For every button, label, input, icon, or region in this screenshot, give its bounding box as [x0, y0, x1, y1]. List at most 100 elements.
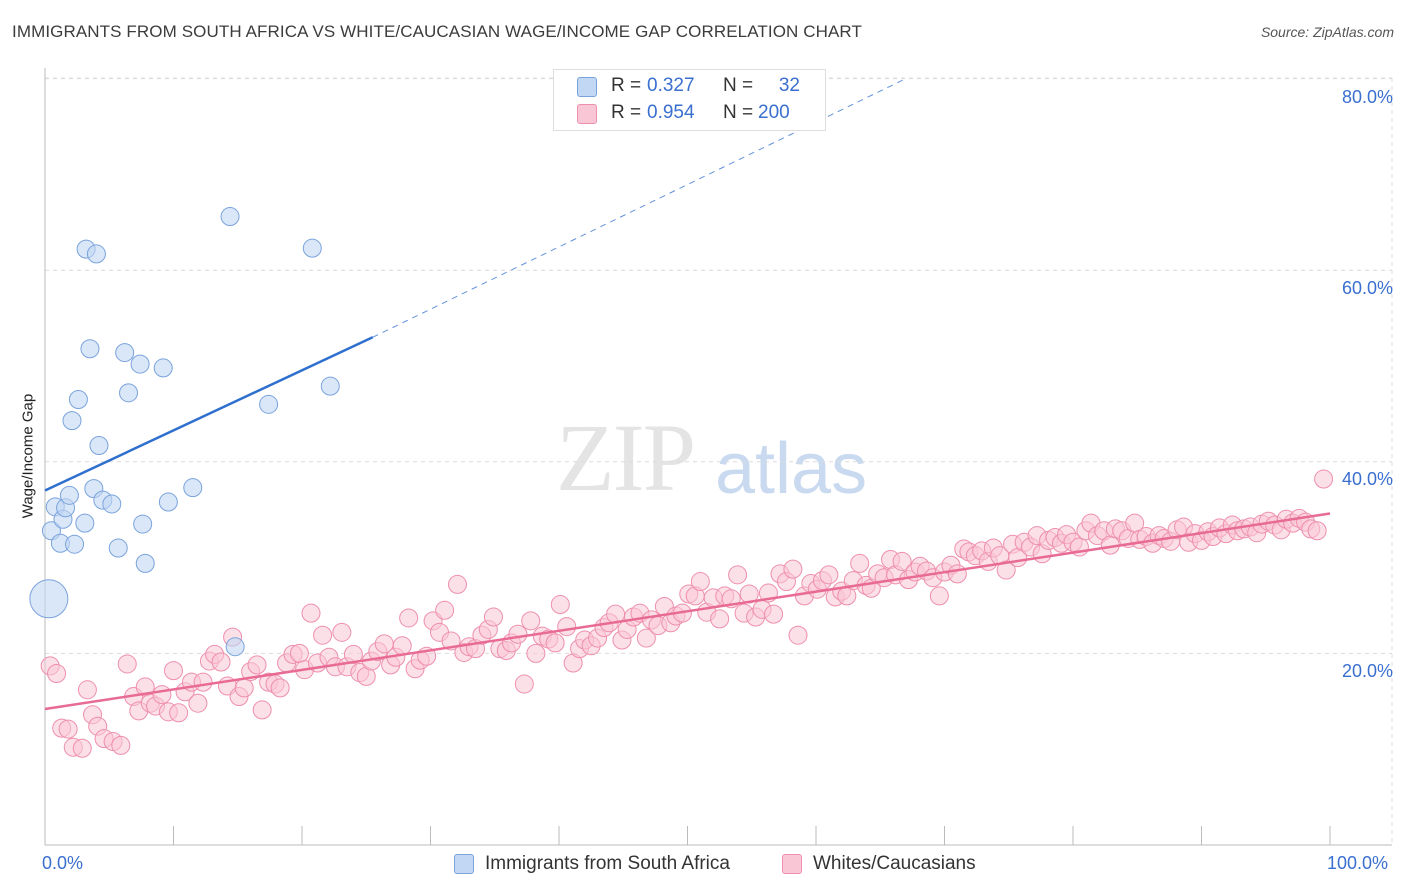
legend-label-series1: Immigrants from South Africa — [485, 853, 730, 874]
stats-swatch-series1 — [577, 77, 597, 97]
trend-line-whites — [44, 512, 1331, 711]
data-point-immigrants — [86, 244, 106, 264]
data-point-whites — [996, 560, 1016, 580]
n-label: N = — [723, 75, 754, 96]
data-point-immigrants — [75, 513, 95, 533]
data-point-immigrants — [320, 376, 340, 396]
data-point-immigrants — [108, 538, 128, 558]
data-point-immigrants — [80, 339, 100, 359]
data-point-whites — [550, 595, 570, 615]
data-point-immigrants — [183, 478, 203, 498]
data-point-whites — [788, 625, 808, 645]
axes — [44, 68, 1392, 846]
data-point-whites — [117, 654, 137, 674]
data-point-whites — [169, 703, 189, 723]
data-point-whites — [710, 609, 730, 629]
data-point-whites — [929, 586, 949, 606]
trend-lines — [44, 78, 1331, 711]
data-point-whites — [819, 565, 839, 585]
data-point-whites — [690, 572, 710, 592]
y-tick-label: 80.0% — [1341, 87, 1393, 107]
data-point-whites — [47, 664, 67, 684]
data-point-whites — [399, 608, 419, 628]
data-point-whites — [514, 674, 534, 694]
data-point-whites — [764, 604, 784, 624]
series-whites-points — [40, 469, 1334, 758]
series-immigrants-points — [29, 207, 340, 657]
data-point-whites — [111, 735, 131, 755]
data-point-immigrants — [259, 394, 279, 414]
data-point-whites — [270, 678, 290, 698]
y-tick-label: 60.0% — [1341, 278, 1393, 298]
data-point-whites — [211, 652, 231, 672]
data-point-immigrants — [130, 354, 150, 374]
data-point-whites — [313, 625, 333, 645]
data-point-whites — [72, 738, 92, 758]
data-point-immigrants — [225, 637, 245, 657]
data-point-whites — [1314, 469, 1334, 489]
watermark-atlas: atlas — [715, 429, 868, 509]
grid-lines — [45, 77, 1393, 845]
data-point-whites — [234, 678, 254, 698]
data-point-whites — [392, 636, 412, 656]
stats-row-series1: R = 0.327 N = 32 — [554, 73, 825, 99]
legend: Immigrants from South Africa Whites/Cauc… — [0, 852, 1406, 878]
source-credit: Source: ZipAtlas.com — [1260, 24, 1394, 40]
y-tick-label: 20.0% — [1341, 661, 1393, 681]
data-point-immigrants — [115, 343, 135, 363]
x-tick-label-max: 100.0% — [1327, 853, 1389, 873]
y-axis-label: Wage/Income Gap — [19, 393, 37, 519]
data-point-immigrants — [65, 534, 85, 554]
data-point-whites — [1307, 521, 1327, 541]
r-value-series2: 0.954 — [647, 102, 695, 123]
data-point-whites — [58, 719, 78, 739]
data-point-whites — [947, 564, 967, 584]
data-point-immigrants — [59, 485, 79, 505]
data-point-immigrants — [68, 390, 88, 410]
data-point-whites — [557, 617, 577, 637]
data-point-immigrants — [133, 514, 153, 534]
data-point-whites — [435, 600, 455, 620]
data-point-immigrants — [119, 383, 139, 403]
data-point-whites — [252, 700, 272, 720]
watermark-zip: ZIP — [556, 404, 696, 511]
data-point-whites — [521, 611, 541, 631]
data-point-whites — [447, 574, 467, 594]
legend-swatch-series2 — [782, 854, 802, 874]
n-value-series2: 200 — [758, 102, 790, 123]
r-label: R = — [611, 75, 642, 96]
data-point-whites — [332, 622, 352, 642]
trend-line-immigrants — [44, 336, 374, 492]
data-point-whites — [783, 559, 803, 579]
data-point-immigrants — [153, 358, 173, 378]
r-value-series1: 0.327 — [647, 75, 695, 96]
data-point-whites — [850, 553, 870, 573]
data-point-immigrants — [89, 436, 109, 456]
data-point-whites — [545, 633, 565, 653]
data-point-immigrants — [135, 553, 155, 573]
chart-title: IMMIGRANTS FROM SOUTH AFRICA VS WHITE/CA… — [12, 22, 862, 41]
data-point-whites — [247, 655, 267, 675]
n-value-series1: 32 — [778, 75, 800, 96]
data-point-whites — [636, 628, 656, 648]
data-point-whites — [164, 661, 183, 681]
y-tick-label: 40.0% — [1341, 469, 1393, 489]
stats-box: R = 0.327 N = 32 R = 0.954 N = 200 — [553, 69, 826, 131]
data-point-whites — [483, 607, 503, 627]
data-point-whites — [188, 693, 208, 713]
legend-swatch-series1 — [454, 854, 474, 874]
stats-row-series2: R = 0.954 N = 200 — [554, 100, 825, 126]
data-point-whites — [193, 672, 213, 692]
legend-label-series2: Whites/Caucasians — [813, 853, 976, 874]
data-point-whites — [526, 643, 546, 663]
data-point-immigrants — [62, 411, 82, 431]
stats-swatch-series2 — [577, 104, 597, 124]
data-point-immigrants — [302, 238, 322, 258]
n-label: N = — [723, 102, 754, 123]
data-point-whites — [892, 551, 912, 571]
data-point-whites — [301, 603, 321, 623]
data-point-whites — [343, 644, 363, 664]
data-point-immigrants — [220, 207, 240, 227]
data-point-whites — [728, 565, 748, 585]
data-point-whites — [508, 624, 528, 644]
